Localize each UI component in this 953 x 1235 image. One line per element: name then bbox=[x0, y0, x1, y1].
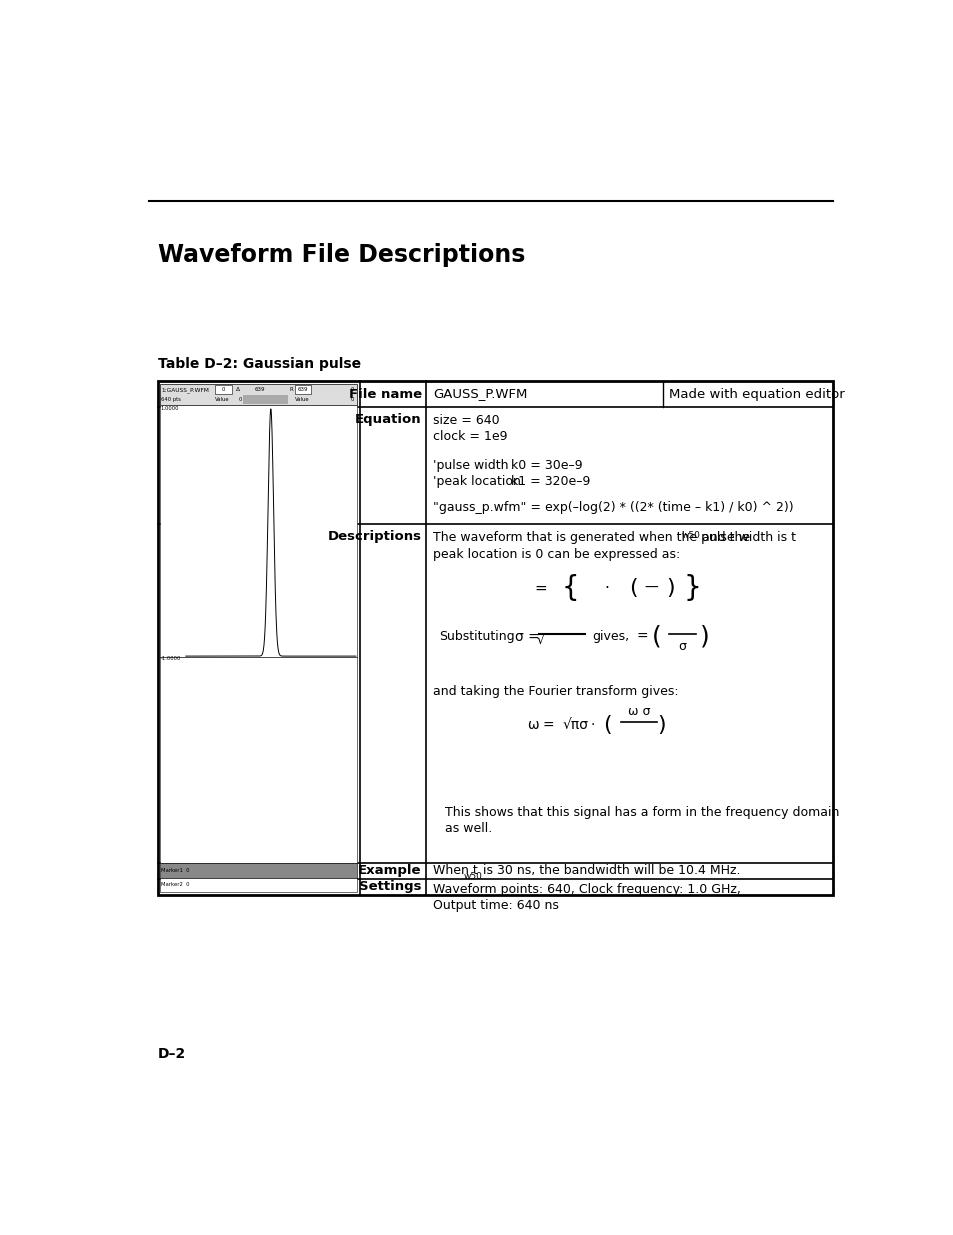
Text: w50: w50 bbox=[680, 531, 700, 541]
Text: {: { bbox=[561, 574, 578, 601]
Text: Equation: Equation bbox=[355, 412, 421, 426]
Text: gives,: gives, bbox=[592, 630, 629, 643]
Bar bbox=[215, 385, 232, 394]
Text: clock = 1e9: clock = 1e9 bbox=[433, 430, 507, 442]
Text: 'pulse width: 'pulse width bbox=[433, 458, 509, 472]
Text: =: = bbox=[534, 580, 546, 595]
Text: σ: σ bbox=[678, 640, 685, 652]
Text: w50: w50 bbox=[463, 872, 482, 881]
Text: File name: File name bbox=[348, 388, 421, 400]
Text: Value: Value bbox=[294, 398, 310, 403]
Text: ω σ: ω σ bbox=[627, 705, 650, 718]
Text: 0: 0 bbox=[351, 388, 354, 393]
Bar bbox=[157, 382, 832, 894]
Text: R: R bbox=[289, 388, 293, 393]
Text: Marker1  0: Marker1 0 bbox=[161, 868, 190, 873]
Text: Waveform File Descriptions: Waveform File Descriptions bbox=[157, 243, 524, 267]
Text: ω: ω bbox=[527, 719, 538, 732]
Bar bbox=[160, 384, 357, 405]
Text: and the: and the bbox=[698, 531, 749, 545]
Text: (: ( bbox=[651, 625, 660, 648]
Bar bbox=[160, 405, 357, 863]
Text: 'peak location: 'peak location bbox=[433, 475, 520, 488]
Text: —: — bbox=[644, 580, 658, 595]
Text: (: ( bbox=[602, 715, 611, 735]
Text: k1 = 320e–9: k1 = 320e–9 bbox=[511, 475, 590, 488]
Text: and taking the Fourier transform gives:: and taking the Fourier transform gives: bbox=[433, 685, 679, 698]
Text: ): ) bbox=[699, 625, 709, 648]
Text: ): ) bbox=[657, 715, 665, 735]
Text: is 30 ns, the bandwidth will be 10.4 MHz.: is 30 ns, the bandwidth will be 10.4 MHz… bbox=[478, 864, 740, 877]
Text: Settings: Settings bbox=[358, 881, 421, 893]
Text: Output time: 640 ns: Output time: 640 ns bbox=[433, 899, 558, 913]
Text: Marker2  0: Marker2 0 bbox=[161, 882, 190, 887]
Text: -1.0000: -1.0000 bbox=[160, 656, 181, 661]
Text: }: } bbox=[682, 574, 700, 601]
Text: σ =: σ = bbox=[515, 630, 539, 643]
Text: The waveform that is generated when the pulse width is t: The waveform that is generated when the … bbox=[433, 531, 796, 545]
Text: ): ) bbox=[665, 578, 674, 598]
Text: 0: 0 bbox=[351, 398, 354, 403]
Text: 0: 0 bbox=[222, 388, 225, 393]
Text: k0 = 30e–9: k0 = 30e–9 bbox=[511, 458, 582, 472]
Text: Waveform points: 640, Clock frequency: 1.0 GHz,: Waveform points: 640, Clock frequency: 1… bbox=[433, 883, 740, 897]
Text: 640 pts: 640 pts bbox=[161, 398, 181, 403]
Text: size = 640: size = 640 bbox=[433, 414, 499, 426]
Text: GAUSS_P.WFM: GAUSS_P.WFM bbox=[433, 388, 527, 400]
Text: √: √ bbox=[536, 634, 543, 647]
Text: When t: When t bbox=[433, 864, 477, 877]
Text: (: ( bbox=[628, 578, 637, 598]
Text: peak location is 0 can be expressed as:: peak location is 0 can be expressed as: bbox=[433, 547, 680, 561]
Text: as well.: as well. bbox=[444, 823, 492, 835]
Text: 1.0000: 1.0000 bbox=[160, 406, 179, 411]
Text: Table D–2: Gaussian pulse: Table D–2: Gaussian pulse bbox=[157, 357, 360, 372]
Text: Δ: Δ bbox=[235, 388, 239, 393]
Text: 0: 0 bbox=[238, 398, 241, 403]
Text: This shows that this signal has a form in the frequency domain: This shows that this signal has a form i… bbox=[444, 806, 838, 819]
Bar bbox=[294, 385, 311, 394]
Text: 1:GAUSS_P.WFM: 1:GAUSS_P.WFM bbox=[161, 387, 209, 393]
Text: 639: 639 bbox=[297, 388, 308, 393]
Text: =: = bbox=[541, 719, 554, 732]
Bar bbox=[160, 878, 357, 892]
Text: ·: · bbox=[604, 580, 609, 595]
Text: =: = bbox=[637, 630, 648, 643]
Text: "gauss_p.wfm" = exp(–log(2) * ((2* (time – k1) / k0) ^ 2)): "gauss_p.wfm" = exp(–log(2) * ((2* (time… bbox=[433, 501, 793, 514]
Text: Value: Value bbox=[215, 398, 230, 403]
Bar bbox=[243, 395, 288, 404]
Text: Descriptions: Descriptions bbox=[327, 530, 421, 542]
Bar bbox=[160, 863, 357, 878]
Text: D–2: D–2 bbox=[157, 1047, 186, 1061]
Text: Substituting: Substituting bbox=[439, 630, 515, 643]
Text: Example: Example bbox=[357, 864, 421, 877]
Text: ·: · bbox=[590, 719, 594, 732]
Text: √πσ: √πσ bbox=[562, 719, 588, 732]
Text: Made with equation editor: Made with equation editor bbox=[668, 388, 843, 400]
Text: 639: 639 bbox=[254, 388, 265, 393]
